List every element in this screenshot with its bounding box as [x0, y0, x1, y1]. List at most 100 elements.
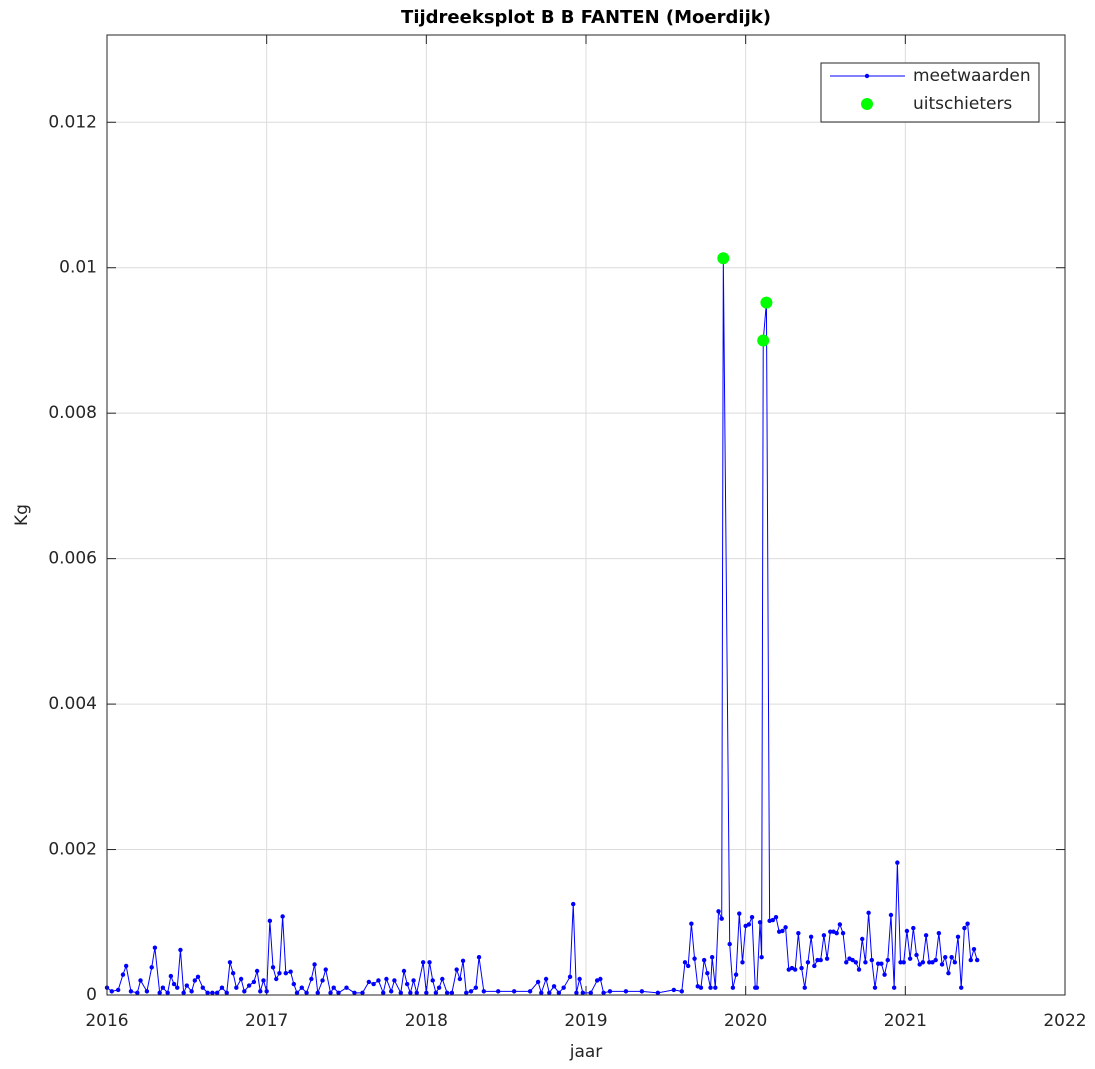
y-tick-label: 0	[86, 985, 97, 1005]
data-point	[254, 968, 260, 974]
data-point	[821, 933, 827, 938]
x-tick-label: 2019	[564, 1011, 607, 1031]
data-point	[671, 987, 677, 993]
data-point	[527, 989, 533, 994]
data-point	[601, 990, 606, 996]
data-point	[946, 970, 951, 976]
data-point	[288, 969, 293, 974]
data-point	[808, 934, 814, 940]
data-point	[891, 985, 897, 990]
data-point	[433, 990, 439, 996]
data-point	[856, 967, 862, 972]
data-point	[580, 990, 586, 996]
data-point	[716, 909, 721, 914]
data-point	[879, 961, 884, 966]
y-tick-label: 0.002	[48, 840, 97, 860]
data-point	[914, 952, 919, 958]
outlier-point	[760, 296, 773, 309]
data-point	[230, 970, 236, 976]
data-point	[168, 973, 174, 979]
data-point	[682, 960, 688, 965]
data-point	[304, 990, 309, 996]
data-point	[719, 916, 724, 921]
data-point	[224, 990, 229, 996]
data-point	[754, 985, 760, 990]
data-point	[923, 933, 929, 938]
data-point	[733, 972, 739, 977]
data-point	[571, 901, 576, 907]
data-point	[408, 990, 413, 996]
data-point	[840, 930, 846, 936]
data-point	[539, 990, 544, 996]
data-point	[920, 960, 926, 965]
legend-box	[820, 62, 1040, 123]
data-point	[907, 956, 913, 961]
y-axis-label: Kg	[12, 504, 32, 526]
data-point	[577, 976, 582, 982]
data-point	[698, 985, 704, 990]
data-point	[144, 989, 150, 994]
data-point	[157, 990, 162, 996]
data-point	[773, 914, 779, 920]
data-point	[152, 945, 158, 950]
data-point	[267, 918, 273, 924]
data-point	[468, 989, 474, 994]
data-point	[261, 978, 266, 983]
data-point	[971, 946, 977, 952]
data-point	[320, 978, 325, 983]
data-point	[904, 928, 910, 934]
data-point	[214, 990, 220, 996]
data-point	[551, 984, 557, 989]
data-point	[952, 960, 958, 965]
data-point	[805, 960, 811, 965]
data-point	[607, 989, 613, 994]
data-point	[933, 957, 938, 963]
data-point	[270, 965, 276, 970]
legend-swatch	[861, 98, 873, 110]
data-point	[323, 967, 328, 972]
data-point	[556, 990, 562, 996]
data-point	[280, 914, 285, 919]
data-point	[834, 930, 839, 936]
data-point	[138, 978, 143, 983]
data-point	[436, 985, 442, 990]
data-point	[885, 957, 890, 963]
x-tick-label: 2016	[85, 1011, 128, 1031]
data-point	[968, 957, 973, 963]
data-point	[740, 960, 745, 965]
data-point	[535, 979, 541, 985]
data-point	[901, 960, 906, 965]
data-point	[251, 979, 257, 985]
data-point	[205, 990, 210, 996]
data-point	[457, 976, 463, 982]
x-tick-label: 2021	[884, 1011, 927, 1031]
data-point	[481, 989, 487, 994]
data-point	[200, 985, 205, 990]
data-point	[746, 922, 752, 927]
data-point	[184, 983, 190, 988]
data-point	[574, 990, 579, 996]
data-point	[178, 947, 183, 953]
data-point	[567, 974, 573, 980]
data-point	[737, 911, 742, 916]
data-point	[430, 978, 435, 983]
data-point	[414, 990, 419, 996]
data-point	[352, 990, 357, 996]
data-point	[866, 910, 871, 916]
data-point	[965, 921, 970, 926]
data-point	[882, 972, 887, 977]
data-point	[792, 967, 798, 972]
data-point	[623, 989, 629, 994]
data-point	[464, 990, 469, 996]
y-tick-label: 0.006	[48, 549, 97, 569]
data-point	[869, 957, 875, 963]
data-point	[219, 985, 225, 990]
data-point	[495, 989, 501, 994]
data-point	[427, 960, 432, 965]
data-point	[294, 990, 300, 996]
data-point	[930, 960, 935, 965]
data-point	[128, 989, 134, 994]
data-point	[210, 990, 215, 996]
data-point	[799, 965, 804, 971]
data-point	[371, 981, 376, 987]
